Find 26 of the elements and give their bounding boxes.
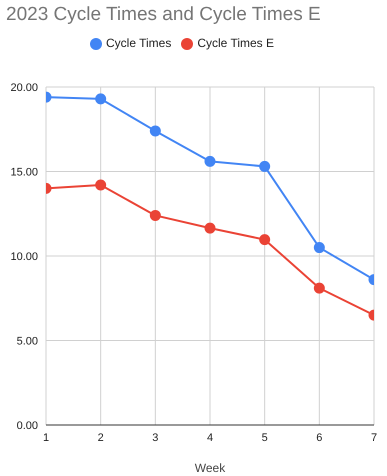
point bbox=[314, 242, 325, 254]
y-tick-label: 15.00 bbox=[10, 166, 38, 178]
point bbox=[259, 234, 270, 246]
y-tick-label: 0.00 bbox=[16, 420, 38, 432]
chart-title: 2023 Cycle Times and Cycle Times E bbox=[6, 4, 321, 26]
y-tick-label: 10.00 bbox=[10, 250, 38, 263]
point bbox=[150, 210, 161, 221]
legend-label: Cycle Times bbox=[106, 36, 172, 50]
x-axis-title: Week bbox=[194, 461, 226, 475]
point bbox=[204, 222, 216, 234]
point bbox=[314, 282, 325, 294]
legend-label: Cycle Times E bbox=[197, 36, 274, 50]
x-tick-label: 7 bbox=[370, 432, 378, 444]
point bbox=[95, 180, 106, 191]
point bbox=[204, 156, 216, 167]
x-tick-label: 2 bbox=[98, 432, 104, 444]
y-tick-label: 20.00 bbox=[10, 82, 38, 94]
point bbox=[95, 93, 106, 104]
x-tick-label: 5 bbox=[262, 432, 268, 444]
x-tick-label: 1 bbox=[42, 432, 50, 444]
x-tick-label: 4 bbox=[206, 432, 214, 444]
x-tick-label: 3 bbox=[152, 432, 158, 444]
x-tick-label: 6 bbox=[316, 432, 322, 444]
point bbox=[259, 160, 270, 172]
y-tick-label: 5.00 bbox=[16, 335, 38, 348]
point bbox=[150, 125, 161, 136]
